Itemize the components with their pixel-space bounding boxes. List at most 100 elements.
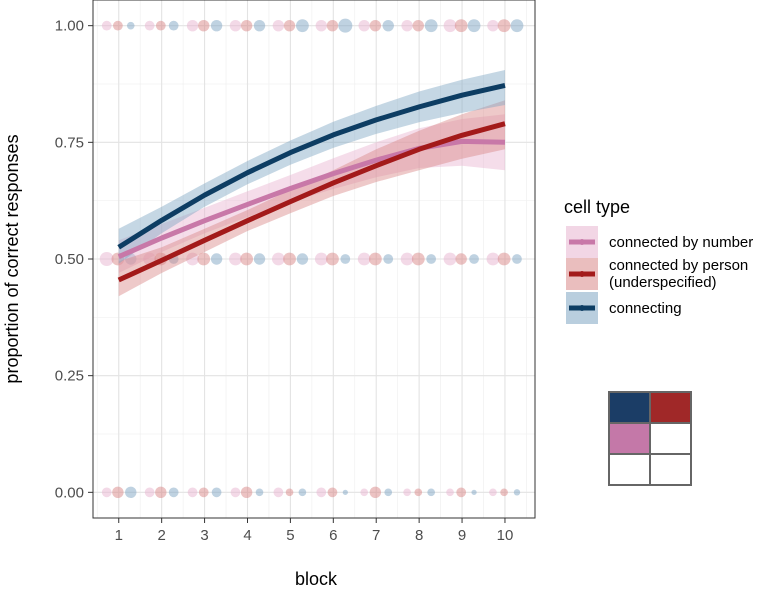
point-s2-29	[513, 489, 521, 496]
point-s2-13	[253, 253, 266, 265]
point-s2-15	[340, 254, 351, 264]
point-s2-12	[210, 253, 223, 265]
inset-cell-4	[608, 453, 651, 486]
point-s0-24	[273, 487, 284, 498]
y-tick-label-1: 0.25	[55, 368, 84, 385]
point-s1-14	[283, 252, 296, 266]
point-s0-10	[99, 251, 114, 267]
point-s0-25	[316, 487, 327, 498]
point-s1-6	[369, 19, 382, 32]
x-tick-label-9: 10	[497, 527, 514, 544]
point-s0-21	[144, 487, 155, 498]
point-s1-24	[285, 488, 294, 497]
point-s0-1	[144, 20, 155, 31]
point-s1-8	[454, 19, 468, 33]
point-s2-24	[298, 488, 307, 497]
point-s1-17	[411, 252, 425, 266]
point-s1-12	[197, 252, 211, 266]
inset-cell-2	[608, 422, 651, 455]
point-s1-13	[240, 252, 254, 266]
point-s0-28	[446, 488, 454, 497]
point-s0-29	[489, 488, 497, 497]
x-tick-label-5: 6	[329, 527, 337, 544]
point-s2-16	[383, 254, 394, 264]
point-s1-21	[155, 486, 167, 499]
point-s0-2	[186, 19, 199, 32]
point-s1-7	[412, 19, 424, 32]
point-s0-18	[443, 252, 457, 266]
point-s1-2	[198, 19, 210, 32]
point-s1-0	[113, 20, 123, 31]
point-s2-7	[424, 19, 438, 33]
point-s2-23	[255, 488, 264, 497]
point-s2-5	[338, 18, 353, 33]
point-s0-4	[272, 19, 285, 32]
point-s1-1	[155, 20, 166, 31]
point-s1-4	[283, 19, 296, 32]
point-s1-25	[327, 487, 338, 498]
point-s1-26	[369, 486, 382, 499]
point-s0-8	[443, 19, 457, 33]
legend-label-2: connecting	[609, 300, 682, 317]
point-s0-19	[486, 252, 500, 266]
x-tick-label-1: 2	[157, 527, 165, 544]
point-s0-0	[101, 20, 112, 31]
point-s0-17	[400, 252, 414, 266]
x-tick-label-4: 5	[286, 527, 294, 544]
y-tick-label-0: 0.00	[55, 484, 84, 501]
y-tick-label-2: 0.50	[55, 251, 84, 268]
x-tick-label-2: 3	[200, 527, 208, 544]
point-s2-18	[469, 254, 479, 264]
legend-key-dot-1	[579, 271, 585, 277]
point-s0-12	[186, 252, 199, 266]
point-s1-27	[414, 488, 423, 497]
point-s2-22	[211, 487, 222, 498]
inset-cell-5	[649, 453, 692, 486]
ticks-layer: 1 2 3 4 5 6 7 8 9 10 0.00 0.25 0.50 0.75 1.00	[55, 18, 514, 544]
fit-line-2	[117, 82, 506, 250]
point-s0-14	[271, 252, 285, 266]
point-s1-15	[326, 252, 339, 266]
point-s2-3	[253, 19, 266, 32]
inset-grid	[608, 391, 692, 486]
point-s2-9	[510, 19, 524, 33]
point-s2-19	[512, 254, 522, 264]
point-s1-28	[456, 487, 467, 498]
point-s1-29	[500, 488, 508, 497]
points-layer	[99, 18, 524, 499]
point-s0-22	[187, 487, 198, 498]
inset-cell-1	[649, 391, 692, 424]
point-s0-27	[403, 488, 411, 497]
point-s0-15	[314, 252, 328, 266]
point-s0-5	[315, 19, 327, 32]
point-s1-3	[240, 19, 253, 32]
point-s2-28	[471, 489, 477, 495]
point-s2-27	[427, 488, 435, 497]
y-tick-label-3: 0.75	[55, 134, 84, 151]
point-s2-17	[426, 254, 437, 264]
x-tick-label-7: 8	[415, 527, 423, 544]
legend-label-line-1-1: (underspecified)	[609, 274, 717, 291]
fit-line-1	[117, 121, 506, 283]
inset-cell-3	[649, 422, 692, 455]
point-s1-22	[198, 487, 209, 498]
point-s0-3	[229, 19, 242, 32]
legend-label-line-1-0: connected by person	[609, 257, 748, 274]
point-s2-6	[382, 19, 394, 32]
point-s1-20	[112, 486, 124, 499]
lines-layer	[117, 82, 506, 283]
point-s0-9	[487, 19, 499, 32]
point-s0-16	[357, 252, 371, 266]
point-s2-0	[126, 21, 135, 30]
x-tick-label-6: 7	[372, 527, 380, 544]
legend-title: cell type	[564, 197, 630, 217]
point-s2-4	[296, 19, 309, 33]
legend-label-0: connected by number	[609, 234, 753, 251]
legend-key-dot-0	[579, 239, 585, 245]
x-tick-label-0: 1	[115, 527, 123, 544]
point-s0-23	[230, 487, 241, 498]
point-s2-21	[168, 487, 179, 498]
legend-keys: connected by number connected by person (u…	[566, 226, 753, 324]
